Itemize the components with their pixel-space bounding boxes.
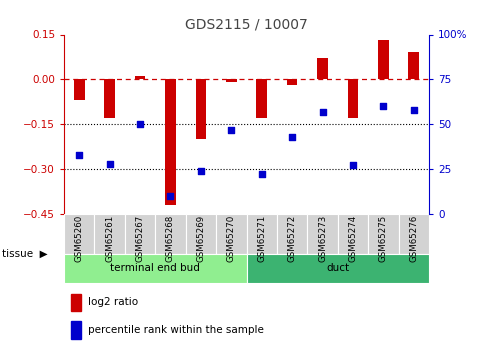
Bar: [186, 214, 216, 254]
Point: [380, 104, 387, 109]
Point: [318, 109, 326, 115]
Bar: [135, 76, 145, 79]
Text: GSM65275: GSM65275: [379, 215, 388, 262]
Bar: [317, 58, 328, 79]
Bar: [226, 79, 237, 82]
Point: [349, 163, 357, 168]
Point: [75, 152, 83, 157]
Bar: [378, 40, 388, 79]
Bar: [125, 214, 155, 254]
Bar: [64, 214, 95, 254]
Text: GSM65260: GSM65260: [75, 215, 84, 262]
Bar: [398, 214, 429, 254]
Point: [410, 107, 418, 112]
Bar: [71, 294, 80, 311]
Bar: [338, 214, 368, 254]
Bar: [71, 321, 80, 339]
Bar: [307, 214, 338, 254]
Text: GSM65261: GSM65261: [105, 215, 114, 262]
Bar: [246, 254, 429, 283]
Text: GSM65273: GSM65273: [318, 215, 327, 262]
Title: GDS2115 / 10007: GDS2115 / 10007: [185, 18, 308, 32]
Text: GSM65276: GSM65276: [409, 215, 418, 262]
Text: terminal end bud: terminal end bud: [110, 264, 200, 273]
Bar: [64, 254, 246, 283]
Bar: [348, 79, 358, 118]
Text: GSM65271: GSM65271: [257, 215, 266, 262]
Bar: [165, 79, 176, 205]
Bar: [277, 214, 307, 254]
Text: GSM65272: GSM65272: [287, 215, 297, 262]
Text: GSM65268: GSM65268: [166, 215, 175, 262]
Bar: [408, 52, 419, 79]
Text: tissue  ▶: tissue ▶: [2, 249, 48, 258]
Text: GSM65274: GSM65274: [349, 215, 357, 262]
Bar: [95, 214, 125, 254]
Bar: [287, 79, 297, 85]
Text: duct: duct: [326, 264, 349, 273]
Point: [106, 161, 113, 166]
Bar: [155, 214, 186, 254]
Point: [227, 127, 235, 132]
Text: GSM65269: GSM65269: [196, 215, 206, 262]
Text: GSM65267: GSM65267: [136, 215, 144, 262]
Point: [258, 172, 266, 177]
Bar: [256, 79, 267, 118]
Bar: [196, 79, 206, 139]
Bar: [246, 214, 277, 254]
Point: [167, 193, 175, 199]
Text: GSM65270: GSM65270: [227, 215, 236, 262]
Bar: [368, 214, 398, 254]
Bar: [216, 214, 246, 254]
Point: [136, 121, 144, 127]
Point: [288, 134, 296, 139]
Text: percentile rank within the sample: percentile rank within the sample: [88, 325, 264, 335]
Bar: [74, 79, 85, 100]
Text: log2 ratio: log2 ratio: [88, 297, 138, 307]
Point: [197, 168, 205, 174]
Bar: [105, 79, 115, 118]
